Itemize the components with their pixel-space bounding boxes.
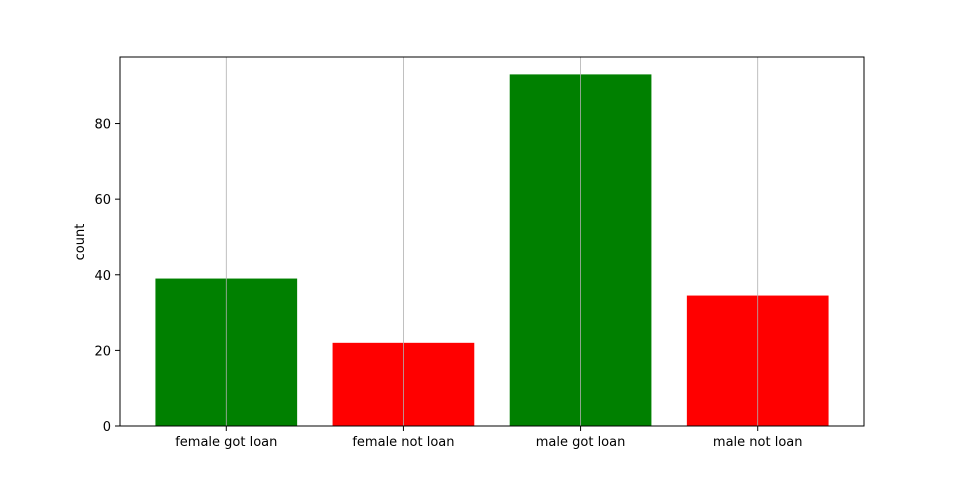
y-tick-label: 80 — [94, 118, 111, 133]
x-axis-ticks: female got loan female not loan male got l… — [175, 426, 802, 450]
y-axis-ticks: 0 20 40 60 80 — [94, 118, 120, 435]
plot-frame — [119, 56, 865, 427]
y-axis-label: count — [73, 224, 88, 261]
y-tick-label: 40 — [94, 269, 111, 284]
y-tick-label: 0 — [103, 420, 111, 435]
x-tick-label: female got loan — [175, 435, 277, 450]
x-tick-label: male got loan — [536, 435, 626, 450]
y-tick-label: 60 — [94, 193, 111, 208]
grid-lines — [225, 57, 759, 426]
x-tick-label: female not loan — [352, 435, 454, 450]
x-tick-label: male not loan — [713, 435, 803, 450]
y-tick-label: 20 — [94, 344, 111, 359]
